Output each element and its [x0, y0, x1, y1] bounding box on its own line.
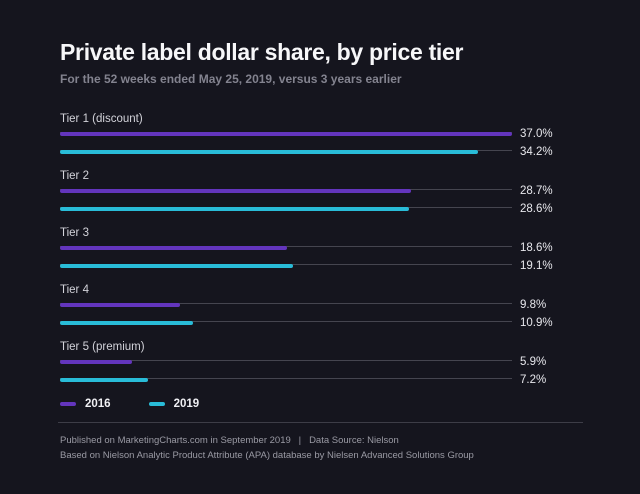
bar-line-2016: 28.7% [60, 184, 580, 197]
chart-rows: Tier 1 (discount) 37.0% 34.2% Tier 2 28.7% 28… [60, 113, 580, 385]
bar-line-2019: 7.2% [60, 373, 580, 386]
legend-label-2019: 2019 [173, 398, 200, 410]
tier-label: Tier 4 [60, 284, 89, 296]
bar-track [60, 321, 512, 325]
bar-line-2016: 9.8% [60, 298, 580, 311]
legend-item-2019: 2019 [148, 398, 200, 410]
chart-card: Private label dollar share, by price tie… [58, 39, 583, 463]
value-label: 5.9% [520, 355, 547, 368]
legend-swatch-2016 [60, 402, 76, 406]
bar-track [60, 189, 512, 193]
value-label: 34.2% [520, 145, 553, 158]
tier-row: Tier 4 9.8% 10.9% [60, 284, 580, 328]
legend-label-2016: 2016 [85, 398, 111, 410]
bar-track [60, 246, 512, 250]
page-title: Private label dollar share, by price tie… [60, 39, 464, 65]
value-label: 18.6% [520, 241, 553, 254]
legend-item-2016: 2016 [60, 398, 111, 410]
bar-line-2019: 10.9% [60, 316, 580, 329]
tier-label: Tier 2 [60, 170, 89, 182]
tier-label: Tier 5 (premium) [60, 341, 145, 353]
tier-label: Tier 1 (discount) [60, 113, 143, 125]
bar-2019 [60, 378, 148, 382]
footer-divider [58, 422, 583, 423]
footer: Published on MarketingCharts.com in Sept… [60, 433, 580, 463]
legend-swatch-2019 [148, 402, 165, 406]
bar-chart: Tier 1 (discount) 37.0% 34.2% Tier 2 28.7% 28… [60, 113, 580, 410]
footer-attribution-line: Based on Nielson Analytic Product Attrib… [60, 450, 474, 461]
bar-line-2016: 18.6% [60, 241, 580, 254]
bar-2019 [60, 321, 194, 325]
bar-2016 [60, 360, 133, 364]
tier-row: Tier 2 28.7% 28.6% [60, 170, 580, 214]
bar-track [60, 378, 512, 382]
value-label: 37.0% [520, 127, 553, 140]
tier-row: Tier 1 (discount) 37.0% 34.2% [60, 113, 580, 157]
value-label: 10.9% [520, 316, 553, 329]
tier-row: Tier 3 18.6% 19.1% [60, 227, 580, 271]
bar-line-2016: 5.9% [60, 355, 580, 368]
bar-track [60, 150, 512, 154]
bar-2016 [60, 246, 288, 250]
bar-track [60, 207, 512, 211]
footer-source-line: Published on MarketingCharts.com in Sept… [60, 435, 399, 446]
page-subtitle: For the 52 weeks ended May 25, 2019, ver… [60, 72, 402, 86]
tier-label: Tier 3 [60, 227, 89, 239]
track-line [60, 360, 512, 361]
bar-line-2019: 19.1% [60, 259, 580, 272]
bar-line-2016: 37.0% [60, 127, 580, 140]
track-line [60, 303, 512, 304]
bar-2016 [60, 303, 180, 307]
track-line [60, 378, 512, 379]
value-label: 7.2% [520, 373, 547, 386]
value-label: 28.6% [520, 202, 553, 215]
bar-line-2019: 34.2% [60, 145, 580, 158]
bar-2016 [60, 132, 512, 136]
value-label: 19.1% [520, 259, 553, 272]
bar-2019 [60, 207, 410, 211]
bar-2016 [60, 189, 411, 193]
value-label: 9.8% [520, 298, 547, 311]
bar-line-2019: 28.6% [60, 202, 580, 215]
bar-track [60, 303, 512, 307]
track-line [60, 321, 512, 322]
chart-legend: 2016 2019 [60, 398, 580, 410]
bar-2019 [60, 150, 478, 154]
bar-track [60, 360, 512, 364]
bar-track [60, 264, 512, 268]
value-label: 28.7% [520, 184, 553, 197]
bar-track [60, 132, 512, 136]
tier-row: Tier 5 (premium) 5.9% 7.2% [60, 341, 580, 385]
bar-2019 [60, 264, 294, 268]
